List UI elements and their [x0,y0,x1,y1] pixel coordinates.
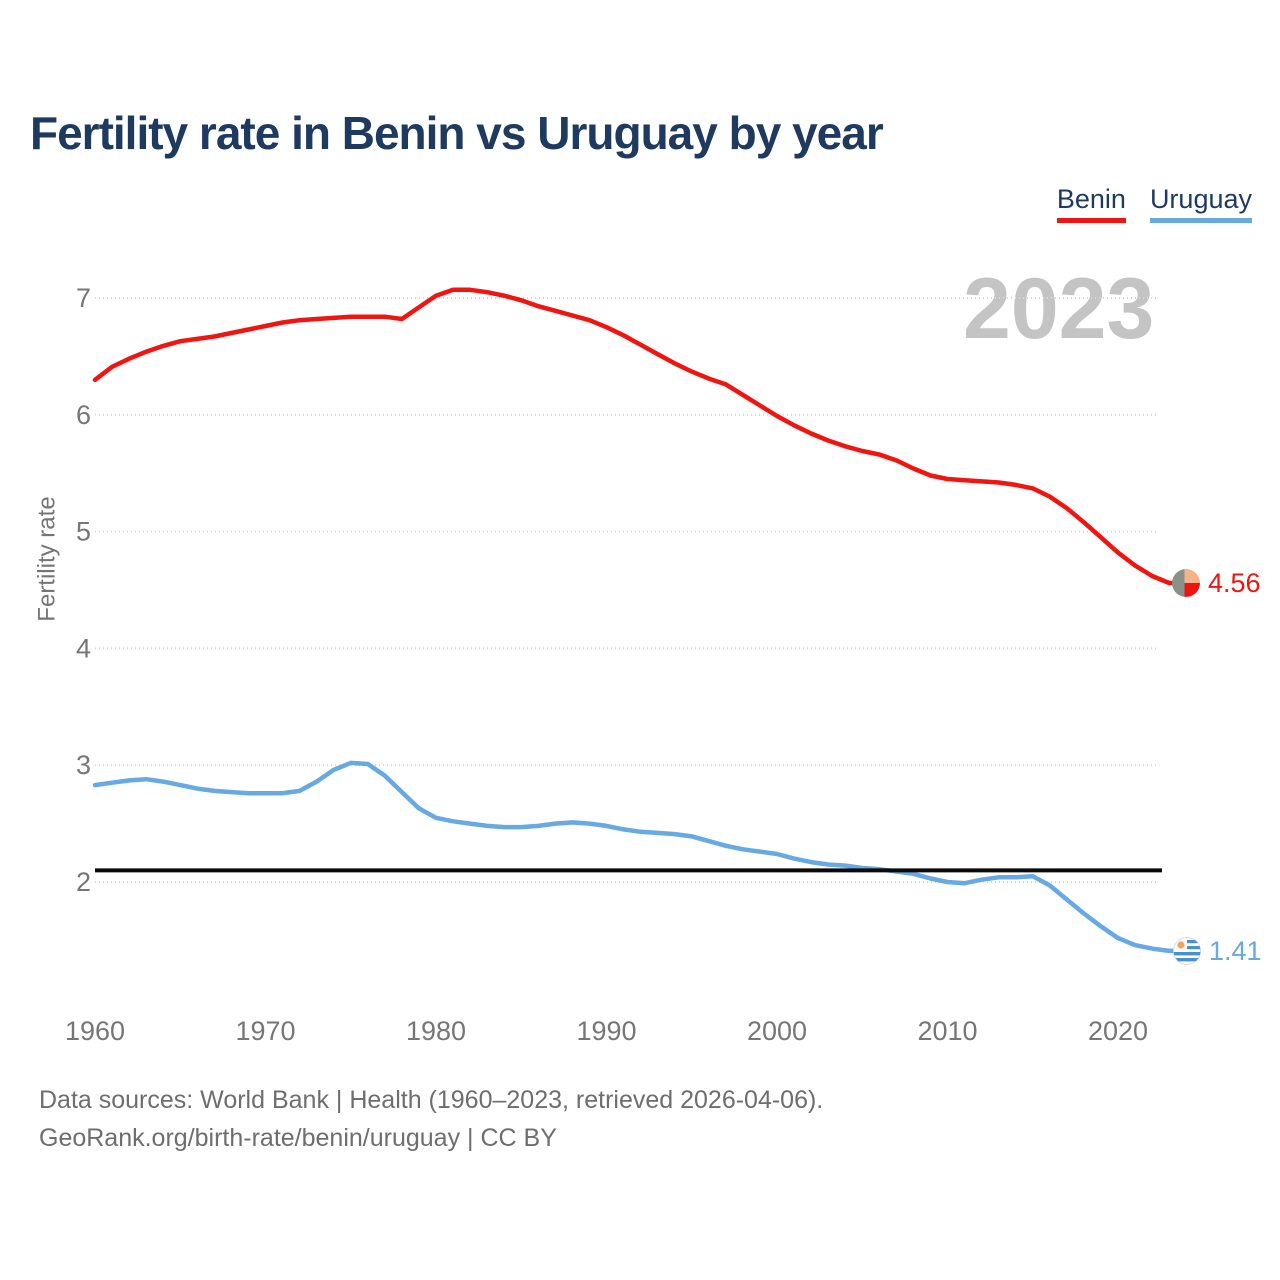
year-watermark: 2023 [963,261,1155,357]
uruguay-flag-icon [1173,937,1201,965]
y-tick-5: 5 [76,517,91,547]
x-tick-1970: 1970 [235,1016,295,1046]
footer: Data sources: World Bank | Health (1960–… [39,1086,823,1162]
x-tick-1980: 1980 [406,1016,466,1046]
chart-legend: Benin Uruguay [1056,186,1252,223]
x-tick-2010: 2010 [917,1016,977,1046]
y-tick-2: 2 [76,867,91,897]
y-tick-3: 3 [76,750,91,780]
x-tick-2020: 2020 [1088,1016,1148,1046]
uruguay-end-value: 1.41 [1209,936,1262,966]
benin-end-marker: 4.56 [1172,569,1261,597]
y-tick-6: 6 [76,400,91,430]
y-tick-4: 4 [76,633,91,663]
uruguay-line [92,760,1180,954]
benin-end-value: 4.56 [1208,568,1261,598]
benin-line [92,287,1180,586]
legend-item-benin[interactable]: Benin [1056,186,1126,223]
benin-flag-icon [1172,569,1200,597]
footer-url-line: GeoRank.org/birth-rate/benin/uruguay | C… [39,1124,557,1152]
x-tick-2000: 2000 [747,1016,807,1046]
chart-title: Fertility rate in Benin vs Uruguay by ye… [30,107,884,159]
legend-item-uruguay[interactable]: Uruguay [1149,186,1252,223]
y-tick-7: 7 [76,283,91,313]
x-tick-1990: 1990 [576,1016,636,1046]
uruguay-end-marker: 1.41 [1173,937,1262,965]
x-tick-1960: 1960 [65,1016,125,1046]
footer-source-line: Data sources: World Bank | Health (1960–… [39,1086,824,1114]
